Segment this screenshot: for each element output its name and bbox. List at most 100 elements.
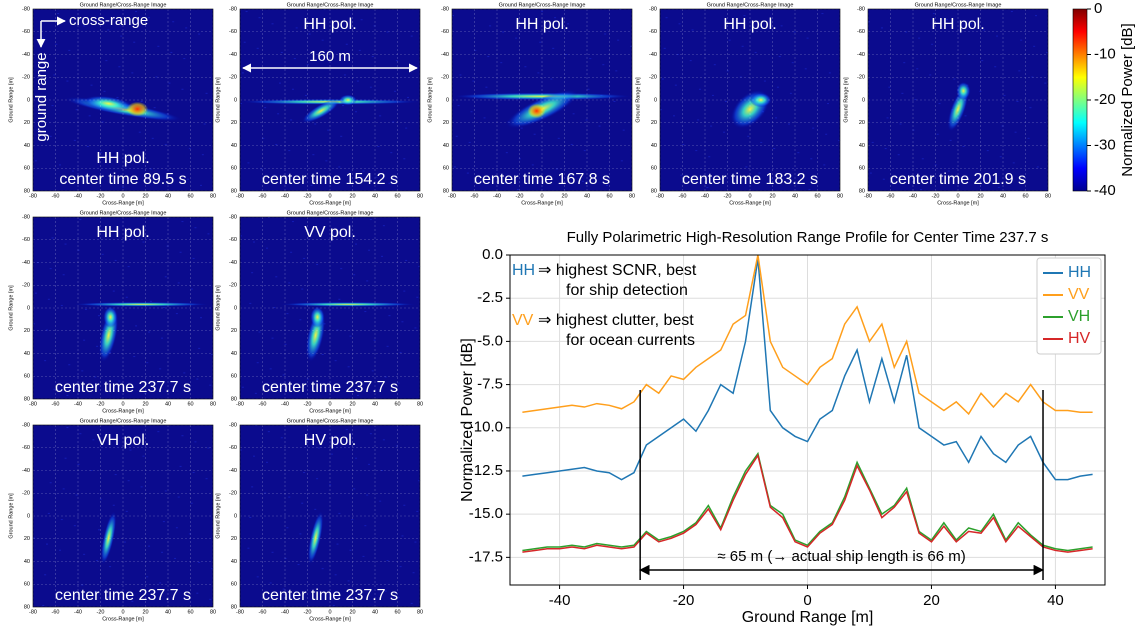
speckle: [403, 504, 406, 506]
pol-label: HH pol.: [303, 16, 356, 33]
speckle: [379, 115, 382, 117]
speckle: [886, 117, 889, 119]
speckle: [554, 17, 557, 19]
y-tick-label: -40: [229, 468, 237, 474]
speckle: [587, 88, 590, 90]
speckle: [207, 233, 210, 235]
speckle: [384, 590, 387, 592]
speckle: [140, 486, 143, 488]
speckle: [323, 9, 326, 10]
speckle: [142, 455, 145, 457]
speckle: [209, 598, 212, 600]
panel-title: Ground Range/Cross-Range Image: [707, 2, 794, 8]
speckle: [297, 564, 300, 566]
speckle: [698, 88, 701, 90]
speckle: [172, 21, 175, 23]
y-tick-label: -7.5: [477, 376, 503, 393]
y-tick-label: -20: [229, 491, 237, 497]
speckle: [355, 457, 358, 459]
y-tick-label: -80: [22, 6, 30, 12]
y-tick-label: 60: [231, 374, 237, 380]
ship-echo: [83, 95, 134, 112]
speckle: [999, 156, 1002, 158]
x-axis-label: Cross-Range [m]: [937, 200, 979, 206]
note-key: HH: [512, 262, 535, 279]
y-axis-label: Normalized Power [dB]: [459, 338, 476, 502]
speckle: [384, 376, 387, 378]
x-tick-label: 20: [923, 592, 940, 609]
speckle: [114, 474, 117, 476]
speckle: [660, 109, 662, 111]
y-tick-label: -60: [441, 29, 449, 35]
y-tick-label: 0: [862, 97, 865, 103]
annotation: ground range: [33, 52, 50, 141]
speckle: [760, 141, 763, 143]
pol-label: HH pol.: [515, 16, 568, 33]
x-tick-label: 40: [165, 401, 171, 407]
speckle: [747, 135, 750, 137]
speckle: [96, 559, 99, 561]
speckle: [316, 264, 319, 266]
speckle: [979, 90, 982, 92]
speckle: [194, 227, 197, 229]
speckle: [129, 235, 132, 237]
y-tick-label: 0.0: [482, 246, 503, 263]
speckle: [97, 529, 100, 531]
speckle: [181, 435, 184, 437]
speckle: [821, 13, 824, 15]
speckle: [919, 188, 922, 190]
speckle: [489, 25, 492, 27]
speckle: [524, 66, 527, 68]
y-tick-label: 80: [24, 396, 30, 402]
speckle: [75, 109, 78, 111]
pol-label: HH pol.: [931, 16, 984, 33]
speckle: [112, 504, 115, 506]
y-axis-label: Ground Range [m]: [8, 493, 14, 539]
speckle: [353, 488, 356, 490]
speckle: [60, 519, 63, 521]
x-tick-label: -20: [97, 609, 105, 615]
time-label: center time 237.7 s: [55, 379, 191, 396]
speckle: [825, 133, 828, 135]
speckle: [674, 84, 677, 86]
speckle: [487, 56, 490, 58]
speckle: [531, 164, 534, 166]
speckle: [83, 25, 86, 27]
colorbar-tick-label: -40: [1094, 182, 1116, 199]
speckle: [371, 370, 374, 372]
speckle: [288, 150, 291, 152]
speckle: [827, 103, 830, 105]
y-tick-label: 20: [651, 120, 657, 126]
x-tick-label: -60: [259, 193, 267, 199]
speckle: [334, 574, 337, 576]
speckle: [249, 302, 252, 304]
speckle: [319, 598, 322, 600]
speckle: [414, 327, 417, 329]
speckle: [264, 492, 267, 494]
speckle: [381, 255, 384, 257]
speckle: [459, 74, 462, 76]
x-tick-label: -60: [887, 193, 895, 199]
speckle: [797, 152, 800, 154]
speckle: [44, 360, 47, 362]
y-tick-label: -40: [229, 260, 237, 266]
speckle: [321, 354, 324, 356]
x-tick-label: 0: [956, 193, 959, 199]
speckle: [503, 182, 506, 184]
x-tick-label: -40: [74, 401, 82, 407]
speckle: [921, 158, 924, 160]
x-tick-label: 40: [792, 193, 798, 199]
speckle: [280, 51, 283, 53]
speckle: [838, 139, 841, 141]
speckle: [68, 364, 71, 366]
speckle: [194, 441, 197, 443]
speckle: [1010, 11, 1013, 13]
speckle: [140, 101, 143, 103]
speckle: [773, 148, 776, 150]
x-tick-label: 0: [328, 609, 331, 615]
speckle: [317, 233, 320, 235]
speckle: [453, 166, 456, 168]
speckle: [62, 488, 65, 490]
speckle: [201, 154, 204, 156]
